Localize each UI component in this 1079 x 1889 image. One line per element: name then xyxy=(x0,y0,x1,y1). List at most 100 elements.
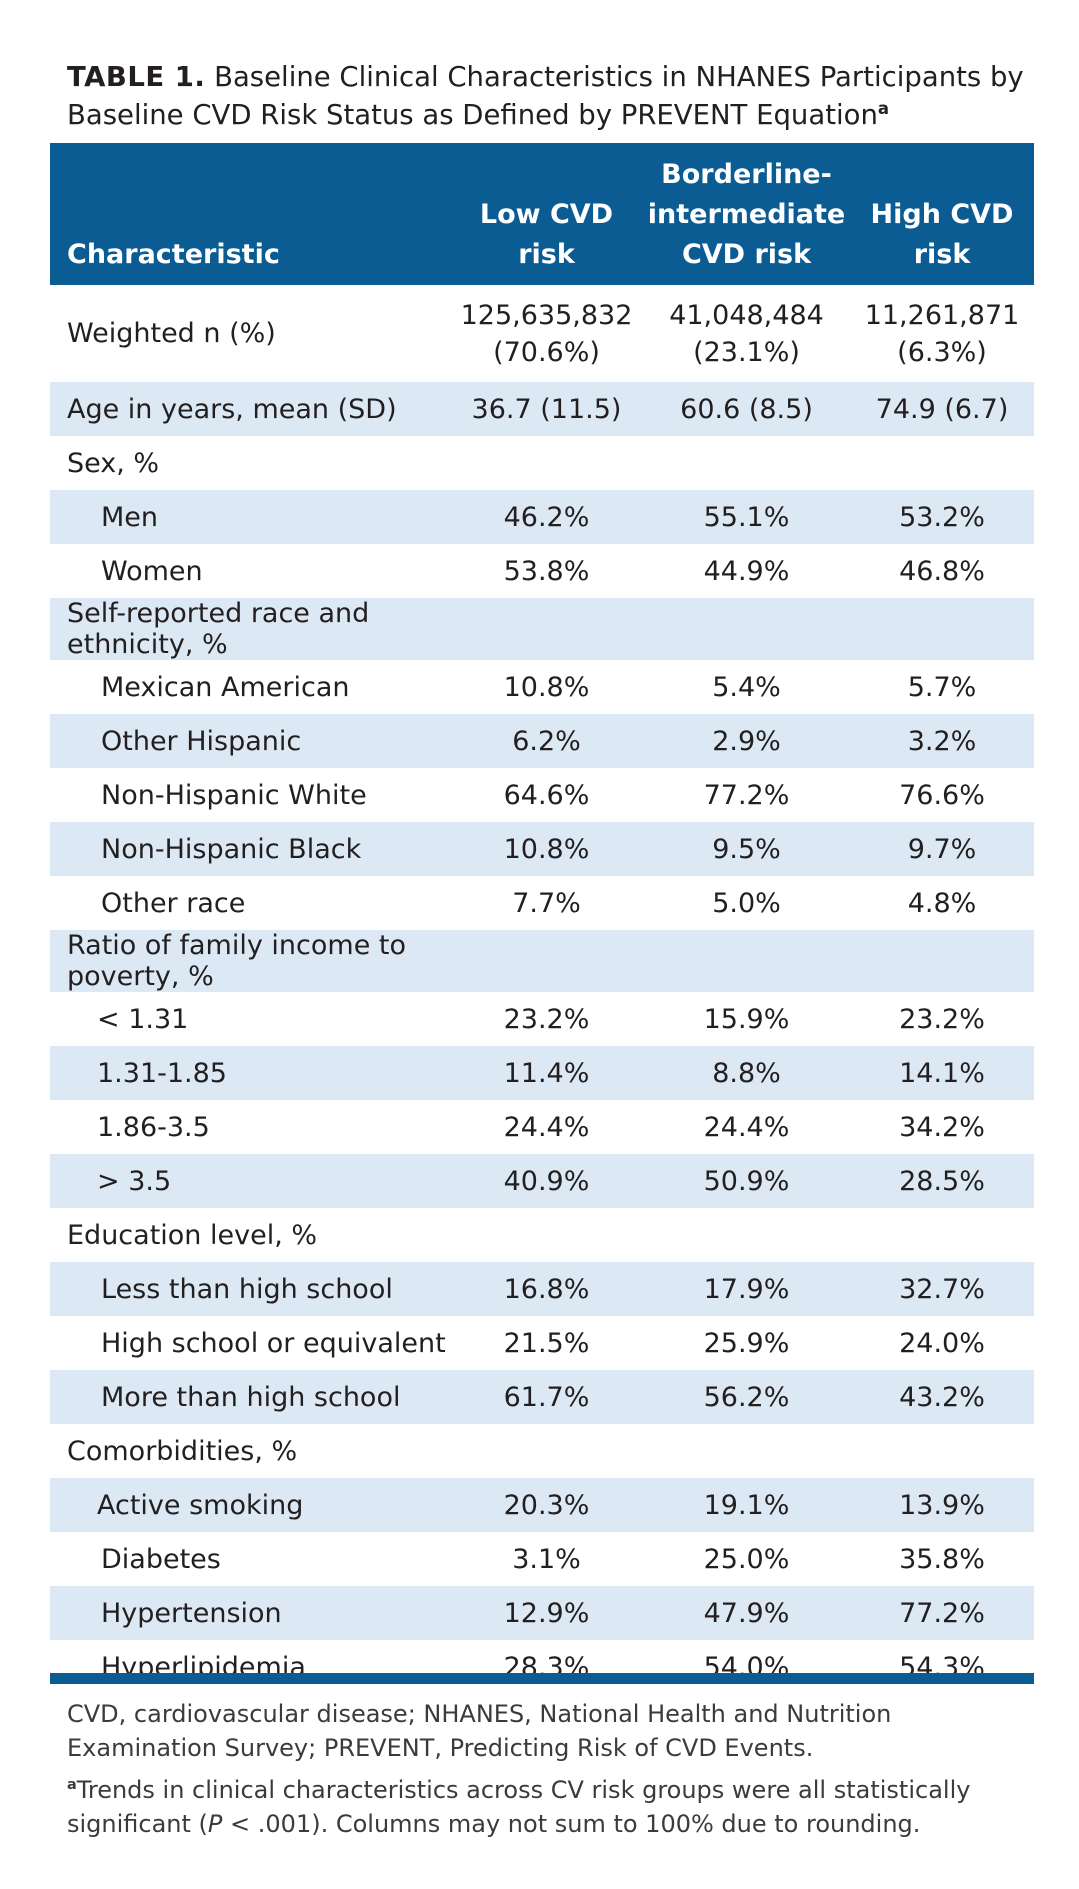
cell-high: 23.2% xyxy=(899,1003,985,1035)
row-label: Mexican American xyxy=(101,671,350,703)
cell-mid: 5.4% xyxy=(712,671,781,703)
cell-high: 9.7% xyxy=(907,833,977,865)
cell-low: 40.9% xyxy=(503,1165,590,1197)
cell-low: 10.8% xyxy=(503,833,590,865)
table-section-row: Self-reported race and ethnicity, % xyxy=(50,598,1034,660)
table-row: > 3.5 40.9% 50.9% 28.5% xyxy=(50,1154,1034,1208)
cell-mid xyxy=(643,436,850,490)
cell-high: 35.8% xyxy=(899,1543,985,1575)
cell-mid: 8.8% xyxy=(712,1057,781,1089)
cell-mid-pct: (23.1%) xyxy=(693,336,800,368)
table-row: Hyperlipidemia 28.3% 54.0% 54.3% xyxy=(50,1640,1034,1694)
row-label: Men xyxy=(101,501,159,533)
footnote-abbreviations: CVD, cardiovascular disease; NHANES, Nat… xyxy=(67,1700,892,1762)
footnote-a-text-after: < .001). Columns may not sum to 100% due… xyxy=(222,1810,921,1838)
cell-low: 53.8% xyxy=(503,555,590,587)
header-high-line2: risk xyxy=(913,239,971,270)
row-label: > 3.5 xyxy=(97,1165,172,1197)
table-row: More than high school 61.7% 56.2% 43.2% xyxy=(50,1370,1034,1424)
row-label: < 1.31 xyxy=(97,1003,189,1035)
cell-high: 43.2% xyxy=(899,1381,985,1413)
section-label: Ratio of family income to poverty, % xyxy=(67,930,407,992)
cell-mid: 9.5% xyxy=(712,833,781,865)
table-row: Weighted n (%) 125,635,832 (70.6%) 41,048… xyxy=(50,285,1034,382)
row-label: Weighted n (%) xyxy=(67,318,276,349)
cell-low: 16.8% xyxy=(503,1273,590,1305)
cell-high: 76.6% xyxy=(899,779,985,811)
table-row: Active smoking 20.3% 19.1% 13.9% xyxy=(50,1478,1034,1532)
table-row: High school or equivalent 21.5% 25.9% 24… xyxy=(50,1316,1034,1370)
cell-mid: 25.9% xyxy=(703,1327,790,1359)
cell-low: 3.1% xyxy=(512,1543,581,1575)
cell-mid: 54.0% xyxy=(703,1651,790,1683)
header-low-line1: Low CVD xyxy=(479,199,614,230)
section-label: Self-reported race and ethnicity, % xyxy=(67,598,370,660)
cell-mid: 44.9% xyxy=(703,555,790,587)
footnote-a-marker: a xyxy=(67,1777,77,1793)
header-high-line1: High CVD xyxy=(870,199,1014,230)
cell-mid: 50.9% xyxy=(703,1165,790,1197)
row-label: Women xyxy=(101,555,203,587)
table-row: 1.31-1.85 11.4% 8.8% 14.1% xyxy=(50,1046,1034,1100)
cell-low: 28.3% xyxy=(503,1651,590,1683)
cell-mid: 41,048,484 (23.1%) xyxy=(643,285,850,382)
table-label: TABLE 1. xyxy=(67,61,206,93)
cell-high: 4.8% xyxy=(907,887,977,919)
cell-low: 24.4% xyxy=(503,1111,590,1143)
cell-low: 6.2% xyxy=(512,725,581,757)
header-characteristic: Characteristic xyxy=(67,239,280,270)
cell-low: 10.8% xyxy=(503,671,590,703)
cell-high: 13.9% xyxy=(899,1489,985,1521)
table-bottom-rule xyxy=(50,1673,1034,1684)
cell-mid xyxy=(643,1208,850,1262)
footnote-a-p-symbol: P xyxy=(207,1810,223,1838)
table-row: Non-Hispanic Black 10.8% 9.5% 9.7% xyxy=(50,822,1034,876)
cell-mid: 5.0% xyxy=(712,887,781,919)
table-row: Women 53.8% 44.9% 46.8% xyxy=(50,544,1034,598)
cell-high: 3.2% xyxy=(907,725,977,757)
cell-low: 125,635,832 (70.6%) xyxy=(450,285,643,382)
cell-low: 11.4% xyxy=(503,1057,590,1089)
table-row: < 1.31 23.2% 15.9% 23.2% xyxy=(50,992,1034,1046)
table-row: 1.86-3.5 24.4% 24.4% 34.2% xyxy=(50,1100,1034,1154)
table-row: Mexican American 10.8% 5.4% 5.7% xyxy=(50,660,1034,714)
characteristics-table: Characteristic Low CVD risk Borderline- … xyxy=(50,143,1034,1694)
footnote-a-text-before: Trends in clinical characteristics acros… xyxy=(67,1776,971,1838)
row-label: Hypertension xyxy=(101,1597,282,1629)
cell-mid xyxy=(643,1424,850,1478)
cell-high xyxy=(850,598,1034,660)
cell-high-count: 11,261,871 xyxy=(864,299,1020,331)
header-mid-line1: Borderline- xyxy=(661,159,832,190)
row-label: Less than high school xyxy=(101,1273,393,1305)
row-label: 1.86-3.5 xyxy=(97,1111,210,1143)
table-section-row: Comorbidities, % xyxy=(50,1424,1034,1478)
header-mid-line2: intermediate xyxy=(647,199,846,230)
table-row: Less than high school 16.8% 17.9% 32.7% xyxy=(50,1262,1034,1316)
cell-high: 54.3% xyxy=(899,1651,985,1683)
cell-low: 61.7% xyxy=(503,1381,590,1413)
cell-low xyxy=(450,930,643,992)
header-borderline-intermediate: Borderline- intermediate CVD risk xyxy=(643,143,850,285)
row-label: High school or equivalent xyxy=(101,1327,446,1359)
row-label: Age in years, mean (SD) xyxy=(67,393,397,425)
table-row: Age in years, mean (SD) 36.7 (11.5) 60.6… xyxy=(50,382,1034,436)
row-label: Non-Hispanic Black xyxy=(101,833,362,865)
header-low-line2: risk xyxy=(518,239,575,270)
section-label: Sex, % xyxy=(67,447,160,479)
cell-high: 74.9 (6.7) xyxy=(875,393,1009,425)
footnote-a: aTrends in clinical characteristics acro… xyxy=(67,1773,1027,1841)
table-row: Men 46.2% 55.1% 53.2% xyxy=(50,490,1034,544)
cell-high: 46.8% xyxy=(899,555,985,587)
cell-low xyxy=(450,1208,643,1262)
cell-high: 11,261,871 (6.3%) xyxy=(850,285,1034,382)
table-row: Hypertension 12.9% 47.9% 77.2% xyxy=(50,1586,1034,1640)
table-row: Other race 7.7% 5.0% 4.8% xyxy=(50,876,1034,930)
cell-high: 32.7% xyxy=(899,1273,985,1305)
cell-mid: 25.0% xyxy=(703,1543,790,1575)
cell-low: 21.5% xyxy=(503,1327,590,1359)
cell-high xyxy=(850,436,1034,490)
cell-mid xyxy=(643,598,850,660)
cell-high: 14.1% xyxy=(899,1057,985,1089)
cell-mid: 17.9% xyxy=(703,1273,790,1305)
